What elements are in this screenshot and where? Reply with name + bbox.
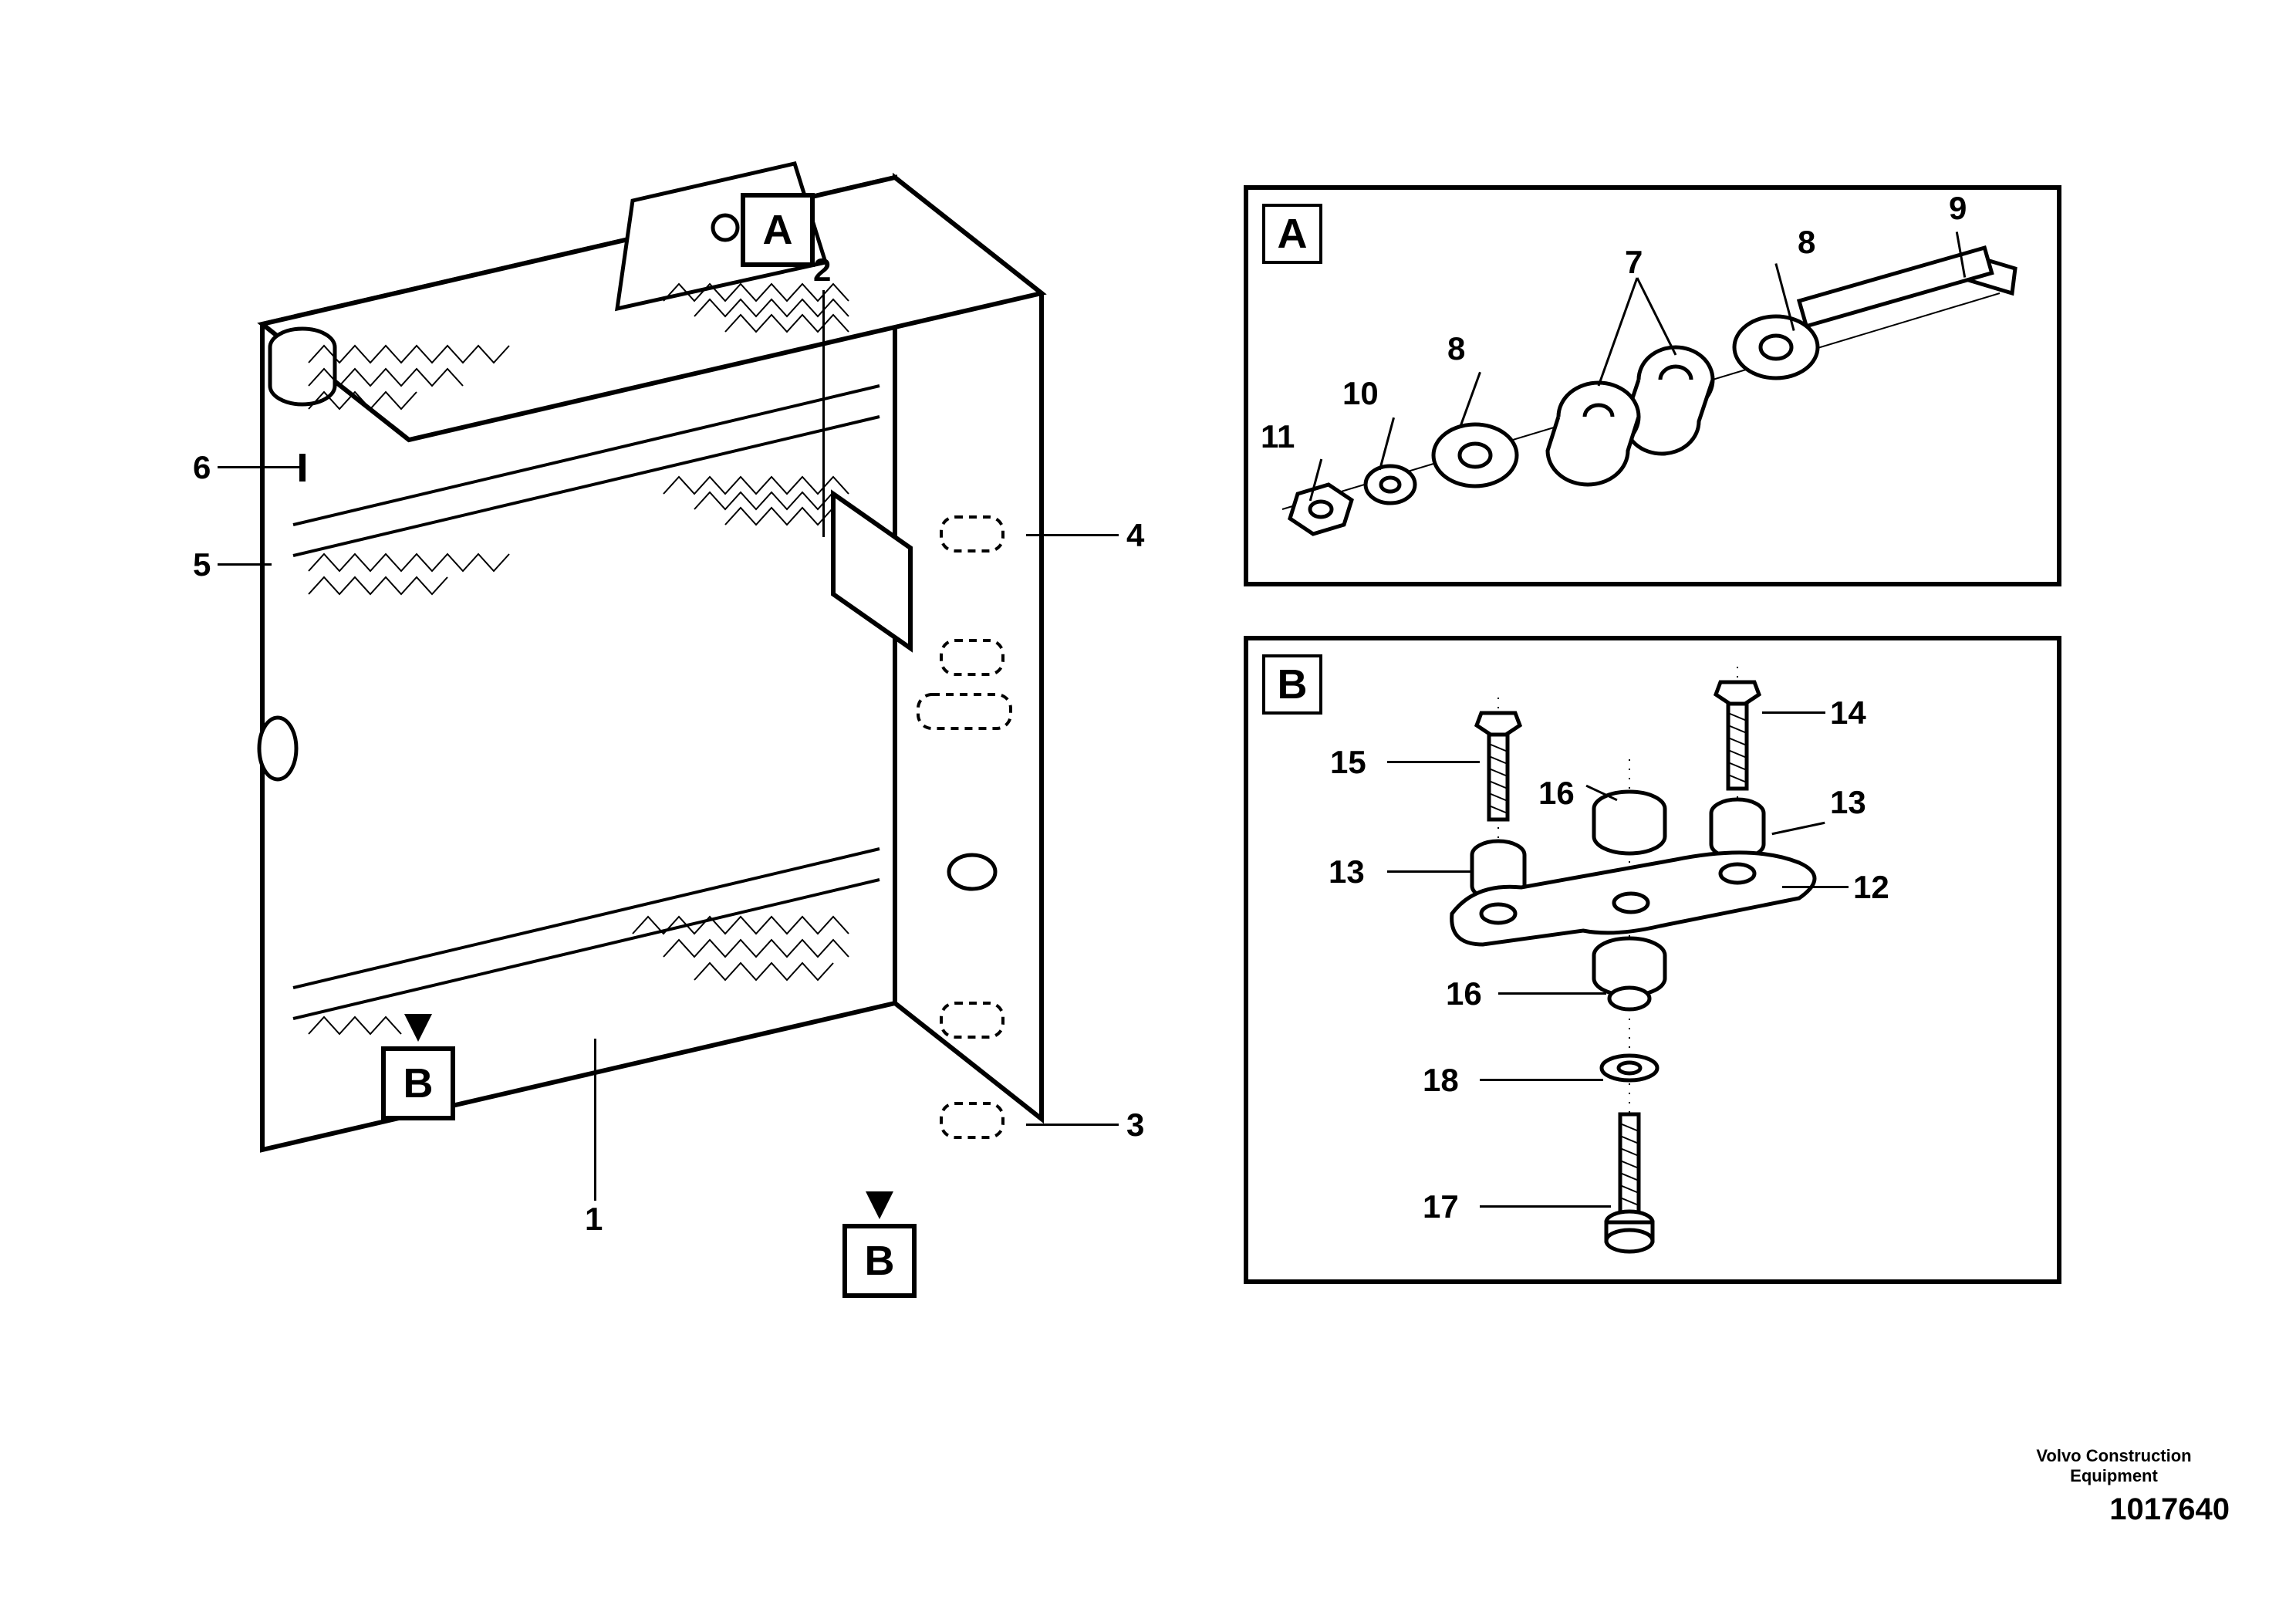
callout-B-16t: 16 [1538, 775, 1575, 812]
leader-B-12 [1782, 886, 1849, 888]
box-label-A-main: A [741, 193, 815, 267]
callout-A-7: 7 [1625, 244, 1643, 281]
callout-B-18: 18 [1423, 1062, 1459, 1099]
leader-1 [594, 1039, 596, 1201]
callout-B-12: 12 [1853, 869, 1889, 906]
leader-B-16b [1498, 992, 1606, 995]
leader-5 [218, 563, 272, 566]
callout-A-10: 10 [1342, 375, 1379, 412]
main-radiator-drawing [201, 154, 1142, 1312]
leader-B-17 [1480, 1205, 1611, 1208]
diagram-id: 1017640 [2037, 1492, 2230, 1527]
detail-B-drawing [1244, 636, 2061, 1284]
callout-B-13l: 13 [1329, 853, 1365, 890]
callout-A-8r: 8 [1798, 224, 1815, 261]
leader-2 [822, 290, 825, 537]
callout-B-15: 15 [1330, 744, 1366, 781]
callout-A-11: 11 [1261, 418, 1295, 455]
callout-5: 5 [193, 546, 211, 583]
leader-B-18 [1480, 1079, 1603, 1081]
arrow-B-right [866, 1191, 893, 1219]
arrow-B-left [404, 1014, 432, 1042]
callout-B-17: 17 [1423, 1188, 1459, 1225]
brand-line1: Volvo Construction [1998, 1446, 2230, 1466]
leader-3 [1026, 1124, 1119, 1126]
box-label-B-left: B [381, 1046, 455, 1120]
callout-4: 4 [1126, 517, 1144, 554]
callout-B-13r: 13 [1830, 784, 1866, 821]
leader-6 [218, 466, 301, 468]
box-label-B-right: B [842, 1224, 917, 1298]
callout-6: 6 [193, 449, 211, 486]
callout-3: 3 [1126, 1107, 1144, 1144]
callout-B-16b: 16 [1446, 975, 1482, 1012]
leader-B-13l [1387, 870, 1472, 873]
callout-2: 2 [813, 252, 831, 289]
callout-1: 1 [585, 1201, 603, 1238]
brand-label: Volvo Construction Equipment [1998, 1446, 2230, 1487]
leader-B-15 [1387, 761, 1480, 763]
callout-B-14: 14 [1830, 694, 1866, 732]
brand-line2: Equipment [1998, 1466, 2230, 1486]
leader-B-14 [1762, 711, 1825, 714]
leader-4 [1026, 534, 1119, 536]
callout-A-8l: 8 [1447, 330, 1465, 367]
callout-A-9: 9 [1949, 190, 1967, 227]
